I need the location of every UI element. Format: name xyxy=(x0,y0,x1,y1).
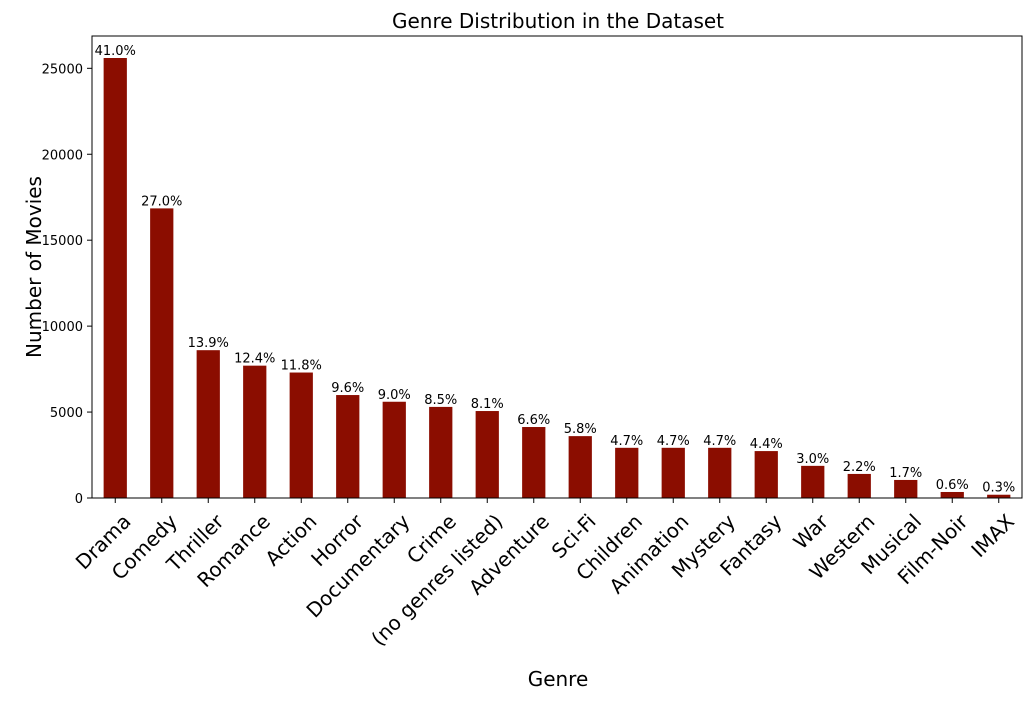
bar-0 xyxy=(103,58,127,498)
data-label-7: 8.5% xyxy=(424,393,457,408)
y-tick-label-1: 5000 xyxy=(50,406,83,421)
bars-group xyxy=(103,58,1011,498)
bar-13 xyxy=(708,447,732,498)
bar-7 xyxy=(429,406,453,498)
x-tick-label-19: IMAX xyxy=(966,509,1019,562)
chart-title: Genre Distribution in the Dataset xyxy=(392,9,724,33)
y-tick-label-2: 10000 xyxy=(42,320,83,335)
y-tick-label-0: 0 xyxy=(75,492,83,507)
data-label-2: 13.9% xyxy=(188,336,229,351)
bar-8 xyxy=(475,411,499,498)
bar-14 xyxy=(754,451,778,498)
data-label-1: 27.0% xyxy=(141,194,182,209)
bar-4 xyxy=(289,372,313,498)
data-label-12: 4.7% xyxy=(657,434,690,449)
data-label-19: 0.3% xyxy=(982,481,1015,496)
bar-1 xyxy=(150,208,174,498)
bar-19 xyxy=(987,494,1011,498)
bar-18 xyxy=(940,491,964,498)
bar-2 xyxy=(196,350,220,498)
data-label-6: 9.0% xyxy=(378,388,411,403)
data-label-0: 41.0% xyxy=(95,44,136,59)
data-labels-group: 41.0% 27.0% 13.9% 12.4% 11.8% 9.6% 9.0% 8.5% 8.1… xyxy=(95,44,1016,496)
bar-3 xyxy=(243,365,267,498)
data-label-15: 3.0% xyxy=(796,452,829,467)
data-label-11: 4.7% xyxy=(610,434,643,449)
data-label-3: 12.4% xyxy=(234,352,275,367)
data-label-14: 4.4% xyxy=(750,437,783,452)
data-label-10: 5.8% xyxy=(564,422,597,437)
x-axis-label: Genre xyxy=(528,667,589,691)
data-label-18: 0.6% xyxy=(936,478,969,493)
data-label-4: 11.8% xyxy=(281,359,322,374)
plot-frame xyxy=(91,35,1023,499)
bar-5 xyxy=(336,395,360,498)
y-axis-ticks: 0 5000 10000 15000 20000 25000 xyxy=(42,62,92,507)
bar-6 xyxy=(382,401,406,498)
data-label-17: 1.7% xyxy=(889,466,922,481)
bar-11 xyxy=(615,447,639,498)
bar-15 xyxy=(801,465,825,498)
x-axis-ticks: DramaComedyThrillerRomanceActionHorrorDo… xyxy=(71,498,1019,651)
bar-9 xyxy=(522,427,546,498)
data-label-9: 6.6% xyxy=(517,413,550,428)
bar-10 xyxy=(568,436,592,498)
y-tick-label-5: 25000 xyxy=(42,62,83,77)
y-tick-label-3: 15000 xyxy=(42,234,83,249)
data-label-5: 9.6% xyxy=(331,381,364,396)
y-tick-label-4: 20000 xyxy=(42,148,83,163)
bar-12 xyxy=(661,447,685,498)
data-label-8: 8.1% xyxy=(471,397,504,412)
y-axis-label: Number of Movies xyxy=(22,176,46,358)
data-label-13: 4.7% xyxy=(703,434,736,449)
bar-17 xyxy=(894,479,918,498)
data-label-16: 2.2% xyxy=(843,460,876,475)
bar-16 xyxy=(847,473,871,498)
